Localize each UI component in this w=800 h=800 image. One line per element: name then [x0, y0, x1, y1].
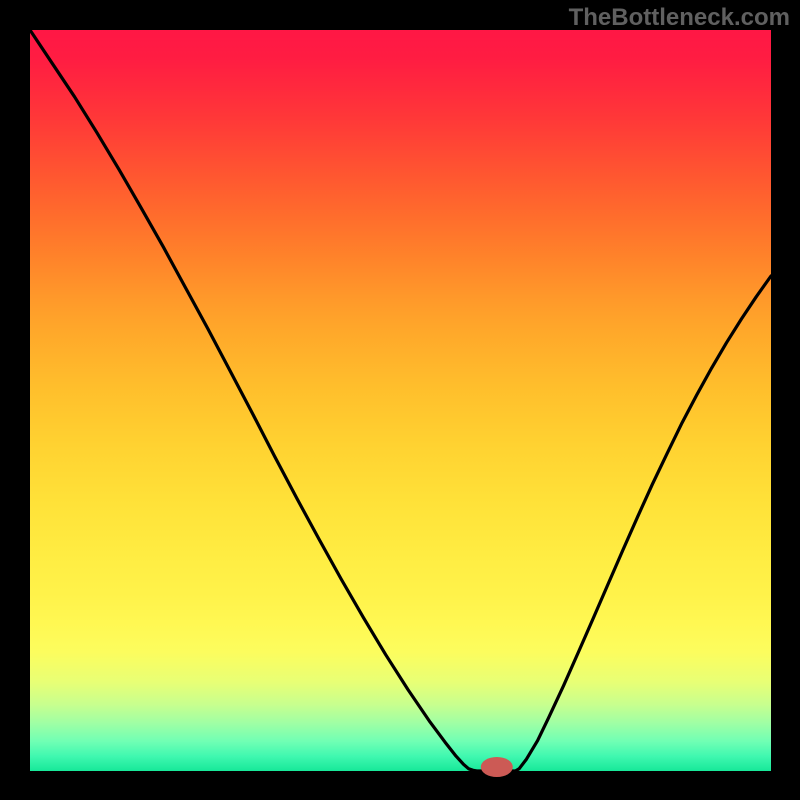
- chart-background: [30, 30, 771, 771]
- optimum-marker: [481, 757, 513, 777]
- watermark: TheBottleneck.com: [569, 4, 790, 32]
- chart-frame: TheBottleneck.com: [0, 0, 800, 800]
- bottleneck-chart: [0, 0, 800, 800]
